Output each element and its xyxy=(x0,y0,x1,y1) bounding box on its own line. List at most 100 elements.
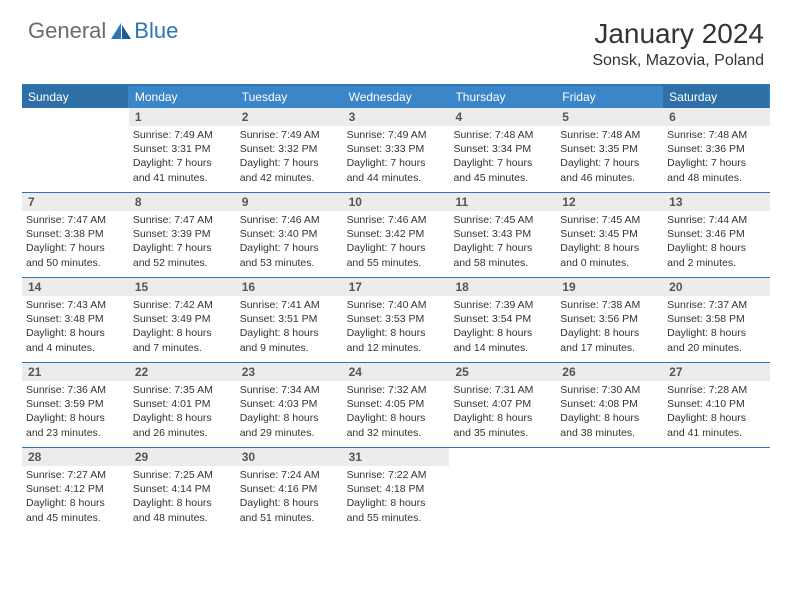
sunrise-line: Sunrise: 7:37 AM xyxy=(667,298,766,312)
sunset-line: Sunset: 3:33 PM xyxy=(347,142,446,156)
day-cell: . xyxy=(22,108,129,192)
sunrise-line: Sunrise: 7:43 AM xyxy=(26,298,125,312)
daylight-line: Daylight: 8 hours and 12 minutes. xyxy=(347,326,446,354)
day-details: Sunrise: 7:43 AMSunset: 3:48 PMDaylight:… xyxy=(22,296,129,359)
location: Sonsk, Mazovia, Poland xyxy=(592,52,764,70)
day-number: 17 xyxy=(343,278,450,296)
day-number: 22 xyxy=(129,363,236,381)
daylight-line: Daylight: 8 hours and 32 minutes. xyxy=(347,411,446,439)
day-number: 5 xyxy=(556,108,663,126)
week-row: 21Sunrise: 7:36 AMSunset: 3:59 PMDayligh… xyxy=(22,362,770,447)
sunrise-line: Sunrise: 7:45 AM xyxy=(453,213,552,227)
day-details: Sunrise: 7:39 AMSunset: 3:54 PMDaylight:… xyxy=(449,296,556,359)
day-details: Sunrise: 7:49 AMSunset: 3:33 PMDaylight:… xyxy=(343,126,450,189)
week-row: 14Sunrise: 7:43 AMSunset: 3:48 PMDayligh… xyxy=(22,277,770,362)
sunrise-line: Sunrise: 7:35 AM xyxy=(133,383,232,397)
day-details: Sunrise: 7:49 AMSunset: 3:32 PMDaylight:… xyxy=(236,126,343,189)
day-number: 25 xyxy=(449,363,556,381)
daylight-line: Daylight: 7 hours and 53 minutes. xyxy=(240,241,339,269)
day-number: 31 xyxy=(343,448,450,466)
day-cell: 13Sunrise: 7:44 AMSunset: 3:46 PMDayligh… xyxy=(663,193,770,277)
day-cell: 29Sunrise: 7:25 AMSunset: 4:14 PMDayligh… xyxy=(129,448,236,532)
sunrise-line: Sunrise: 7:48 AM xyxy=(667,128,766,142)
daylight-line: Daylight: 7 hours and 44 minutes. xyxy=(347,156,446,184)
day-number: 23 xyxy=(236,363,343,381)
sunrise-line: Sunrise: 7:49 AM xyxy=(133,128,232,142)
sunrise-line: Sunrise: 7:32 AM xyxy=(347,383,446,397)
day-cell: . xyxy=(663,448,770,532)
sunset-line: Sunset: 4:18 PM xyxy=(347,482,446,496)
day-details: Sunrise: 7:27 AMSunset: 4:12 PMDaylight:… xyxy=(22,466,129,529)
daylight-line: Daylight: 8 hours and 0 minutes. xyxy=(560,241,659,269)
sunrise-line: Sunrise: 7:41 AM xyxy=(240,298,339,312)
sunset-line: Sunset: 4:03 PM xyxy=(240,397,339,411)
daylight-line: Daylight: 8 hours and 26 minutes. xyxy=(133,411,232,439)
sunset-line: Sunset: 3:31 PM xyxy=(133,142,232,156)
sunset-line: Sunset: 3:51 PM xyxy=(240,312,339,326)
day-cell: 14Sunrise: 7:43 AMSunset: 3:48 PMDayligh… xyxy=(22,278,129,362)
sunset-line: Sunset: 4:12 PM xyxy=(26,482,125,496)
day-cell: 19Sunrise: 7:38 AMSunset: 3:56 PMDayligh… xyxy=(556,278,663,362)
day-number: 14 xyxy=(22,278,129,296)
sunrise-line: Sunrise: 7:38 AM xyxy=(560,298,659,312)
daylight-line: Daylight: 7 hours and 48 minutes. xyxy=(667,156,766,184)
day-details: Sunrise: 7:46 AMSunset: 3:42 PMDaylight:… xyxy=(343,211,450,274)
sunrise-line: Sunrise: 7:47 AM xyxy=(133,213,232,227)
daylight-line: Daylight: 7 hours and 50 minutes. xyxy=(26,241,125,269)
daylight-line: Daylight: 8 hours and 4 minutes. xyxy=(26,326,125,354)
sunset-line: Sunset: 3:46 PM xyxy=(667,227,766,241)
sunset-line: Sunset: 3:45 PM xyxy=(560,227,659,241)
day-number: 18 xyxy=(449,278,556,296)
day-cell: 4Sunrise: 7:48 AMSunset: 3:34 PMDaylight… xyxy=(449,108,556,192)
day-number: 26 xyxy=(556,363,663,381)
daylight-line: Daylight: 8 hours and 17 minutes. xyxy=(560,326,659,354)
day-number: 30 xyxy=(236,448,343,466)
day-details: Sunrise: 7:45 AMSunset: 3:43 PMDaylight:… xyxy=(449,211,556,274)
sunrise-line: Sunrise: 7:28 AM xyxy=(667,383,766,397)
day-cell: 3Sunrise: 7:49 AMSunset: 3:33 PMDaylight… xyxy=(343,108,450,192)
day-cell: 6Sunrise: 7:48 AMSunset: 3:36 PMDaylight… xyxy=(663,108,770,192)
weekday-header: Wednesday xyxy=(343,86,450,108)
daylight-line: Daylight: 8 hours and 29 minutes. xyxy=(240,411,339,439)
day-details: Sunrise: 7:45 AMSunset: 3:45 PMDaylight:… xyxy=(556,211,663,274)
weekday-header: Monday xyxy=(129,86,236,108)
sunrise-line: Sunrise: 7:48 AM xyxy=(453,128,552,142)
sunset-line: Sunset: 3:56 PM xyxy=(560,312,659,326)
day-cell: 28Sunrise: 7:27 AMSunset: 4:12 PMDayligh… xyxy=(22,448,129,532)
daylight-line: Daylight: 7 hours and 55 minutes. xyxy=(347,241,446,269)
day-cell: 9Sunrise: 7:46 AMSunset: 3:40 PMDaylight… xyxy=(236,193,343,277)
day-number: 6 xyxy=(663,108,770,126)
header: General Blue January 2024 Sonsk, Mazovia… xyxy=(0,0,792,78)
day-cell: 20Sunrise: 7:37 AMSunset: 3:58 PMDayligh… xyxy=(663,278,770,362)
logo-text-general: General xyxy=(28,18,106,44)
day-details: Sunrise: 7:35 AMSunset: 4:01 PMDaylight:… xyxy=(129,381,236,444)
sunrise-line: Sunrise: 7:34 AM xyxy=(240,383,339,397)
day-number: 10 xyxy=(343,193,450,211)
sunrise-line: Sunrise: 7:25 AM xyxy=(133,468,232,482)
day-cell: 31Sunrise: 7:22 AMSunset: 4:18 PMDayligh… xyxy=(343,448,450,532)
sunset-line: Sunset: 3:42 PM xyxy=(347,227,446,241)
daylight-line: Daylight: 8 hours and 23 minutes. xyxy=(26,411,125,439)
day-number: 2 xyxy=(236,108,343,126)
sunrise-line: Sunrise: 7:27 AM xyxy=(26,468,125,482)
logo-sail-icon xyxy=(110,22,132,40)
day-number: 16 xyxy=(236,278,343,296)
daylight-line: Daylight: 7 hours and 45 minutes. xyxy=(453,156,552,184)
sunset-line: Sunset: 3:43 PM xyxy=(453,227,552,241)
daylight-line: Daylight: 8 hours and 55 minutes. xyxy=(347,496,446,524)
day-details: Sunrise: 7:40 AMSunset: 3:53 PMDaylight:… xyxy=(343,296,450,359)
day-details: Sunrise: 7:32 AMSunset: 4:05 PMDaylight:… xyxy=(343,381,450,444)
day-cell: 25Sunrise: 7:31 AMSunset: 4:07 PMDayligh… xyxy=(449,363,556,447)
sunrise-line: Sunrise: 7:45 AM xyxy=(560,213,659,227)
sunset-line: Sunset: 3:54 PM xyxy=(453,312,552,326)
sunrise-line: Sunrise: 7:24 AM xyxy=(240,468,339,482)
sunset-line: Sunset: 3:39 PM xyxy=(133,227,232,241)
day-cell: 5Sunrise: 7:48 AMSunset: 3:35 PMDaylight… xyxy=(556,108,663,192)
daylight-line: Daylight: 8 hours and 45 minutes. xyxy=(26,496,125,524)
day-cell: 15Sunrise: 7:42 AMSunset: 3:49 PMDayligh… xyxy=(129,278,236,362)
sunset-line: Sunset: 4:14 PM xyxy=(133,482,232,496)
sunset-line: Sunset: 3:38 PM xyxy=(26,227,125,241)
title-block: January 2024 Sonsk, Mazovia, Poland xyxy=(592,18,764,70)
logo-text-blue: Blue xyxy=(134,18,178,44)
sunset-line: Sunset: 3:35 PM xyxy=(560,142,659,156)
